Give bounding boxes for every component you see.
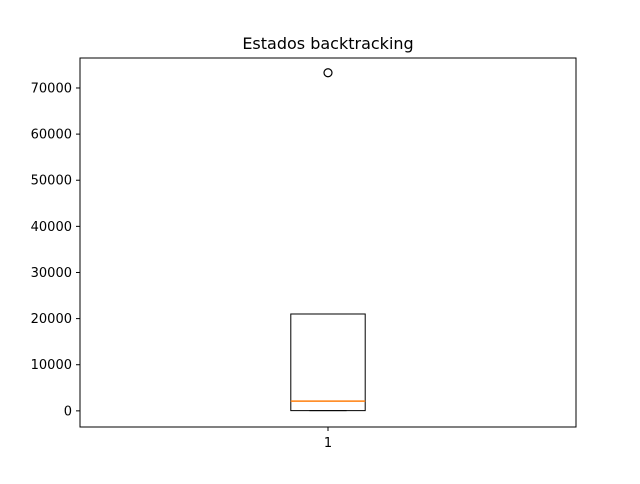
y-tick-label: 40000 [31,220,72,235]
y-tick-label: 70000 [31,81,72,96]
y-tick-label: 50000 [31,174,72,189]
chart-title: Estados backtracking [242,34,413,53]
x-tick-label: 1 [324,436,332,451]
plot-frame [79,57,577,428]
x-axis: 1 [324,427,332,451]
box-series [290,68,366,412]
y-tick-label: 30000 [31,266,72,281]
box-iqr [290,313,366,412]
y-tick-label: 60000 [31,128,72,143]
outlier-point [323,68,333,78]
y-tick-label: 0 [64,404,72,419]
y-tick-label: 20000 [31,312,72,327]
box-group [290,68,366,412]
y-axis: 0 10000 20000 30000 40000 50000 60000 70000 [31,81,80,419]
y-tick-label: 10000 [31,358,72,373]
